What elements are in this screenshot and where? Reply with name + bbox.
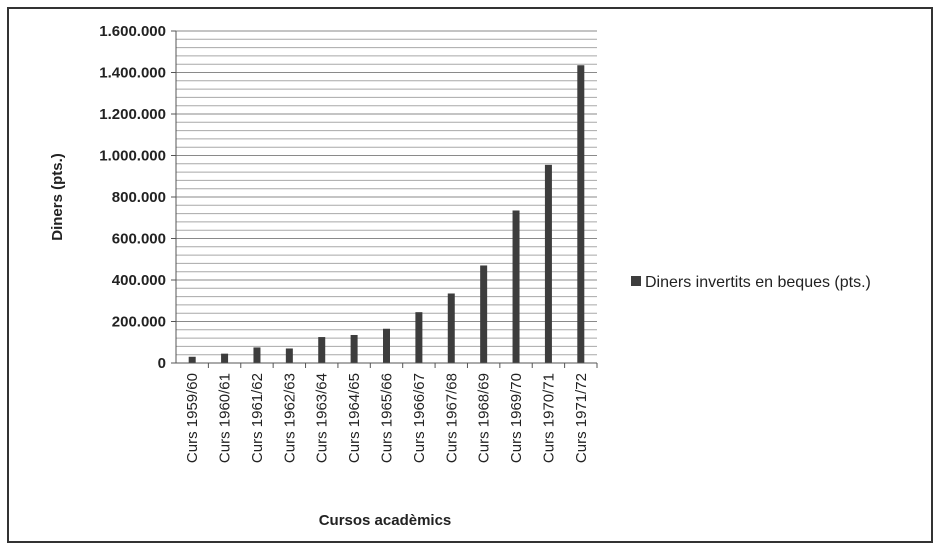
- bar: [221, 353, 229, 363]
- bar: [512, 210, 520, 363]
- bar: [577, 65, 585, 364]
- x-tick-label: Curs 1962/63: [281, 373, 298, 463]
- bar: [350, 334, 358, 363]
- bar: [544, 164, 552, 363]
- x-tick-label: Curs 1964/65: [346, 373, 363, 463]
- x-tick-label: Curs 1971/72: [573, 373, 590, 463]
- x-tick-label: Curs 1966/67: [411, 373, 428, 463]
- x-tick-label: Curs 1970/71: [540, 373, 557, 463]
- bar: [383, 328, 390, 363]
- bar: [318, 337, 326, 363]
- bar: [253, 347, 261, 363]
- x-tick-labels: Curs 1959/60 Curs 1960/61 Curs 1961/62 Curs…: [184, 373, 590, 463]
- x-tick-label: Curs 1961/62: [249, 373, 266, 463]
- bars: [188, 65, 585, 364]
- y-tick-label: 1.000.000: [99, 148, 166, 165]
- y-tick-labels: 0 200.000 400.000 600.000 800.000 1.000.000 1.…: [99, 23, 166, 372]
- legend-swatch: [631, 276, 641, 286]
- y-tick-label: 400.000: [112, 272, 166, 289]
- gridlines: [176, 30, 597, 364]
- y-tick-label: 800.000: [112, 189, 166, 206]
- bar: [188, 356, 196, 363]
- legend: Diners invertits en beques (pts.): [631, 274, 871, 291]
- legend-label: Diners invertits en beques (pts.): [645, 274, 871, 291]
- y-tick-label: 200.000: [112, 314, 166, 331]
- bar: [415, 312, 423, 363]
- x-tick-label: Curs 1960/61: [217, 373, 234, 463]
- y-axis-title: Diners (pts.): [49, 153, 66, 241]
- x-axis-title: Cursos acadèmics: [319, 512, 452, 529]
- y-tick-label: 600.000: [112, 231, 166, 248]
- axes: [171, 30, 598, 368]
- bar: [480, 265, 488, 363]
- y-tick-label: 1.400.000: [99, 65, 166, 82]
- bar: [447, 293, 455, 363]
- chart-frame: [7, 7, 933, 543]
- y-tick-label: 0: [158, 355, 166, 372]
- x-tick-label: Curs 1965/66: [379, 373, 396, 463]
- x-tick-label: Curs 1969/70: [508, 373, 525, 463]
- x-tick-label: Curs 1959/60: [184, 373, 201, 463]
- bar: [285, 348, 293, 363]
- x-tick-label: Curs 1963/64: [314, 373, 331, 463]
- x-tick-label: Curs 1968/69: [476, 373, 493, 463]
- y-tick-label: 1.600.000: [99, 23, 166, 40]
- x-tick-label: Curs 1967/68: [443, 373, 460, 463]
- y-tick-label: 1.200.000: [99, 106, 166, 123]
